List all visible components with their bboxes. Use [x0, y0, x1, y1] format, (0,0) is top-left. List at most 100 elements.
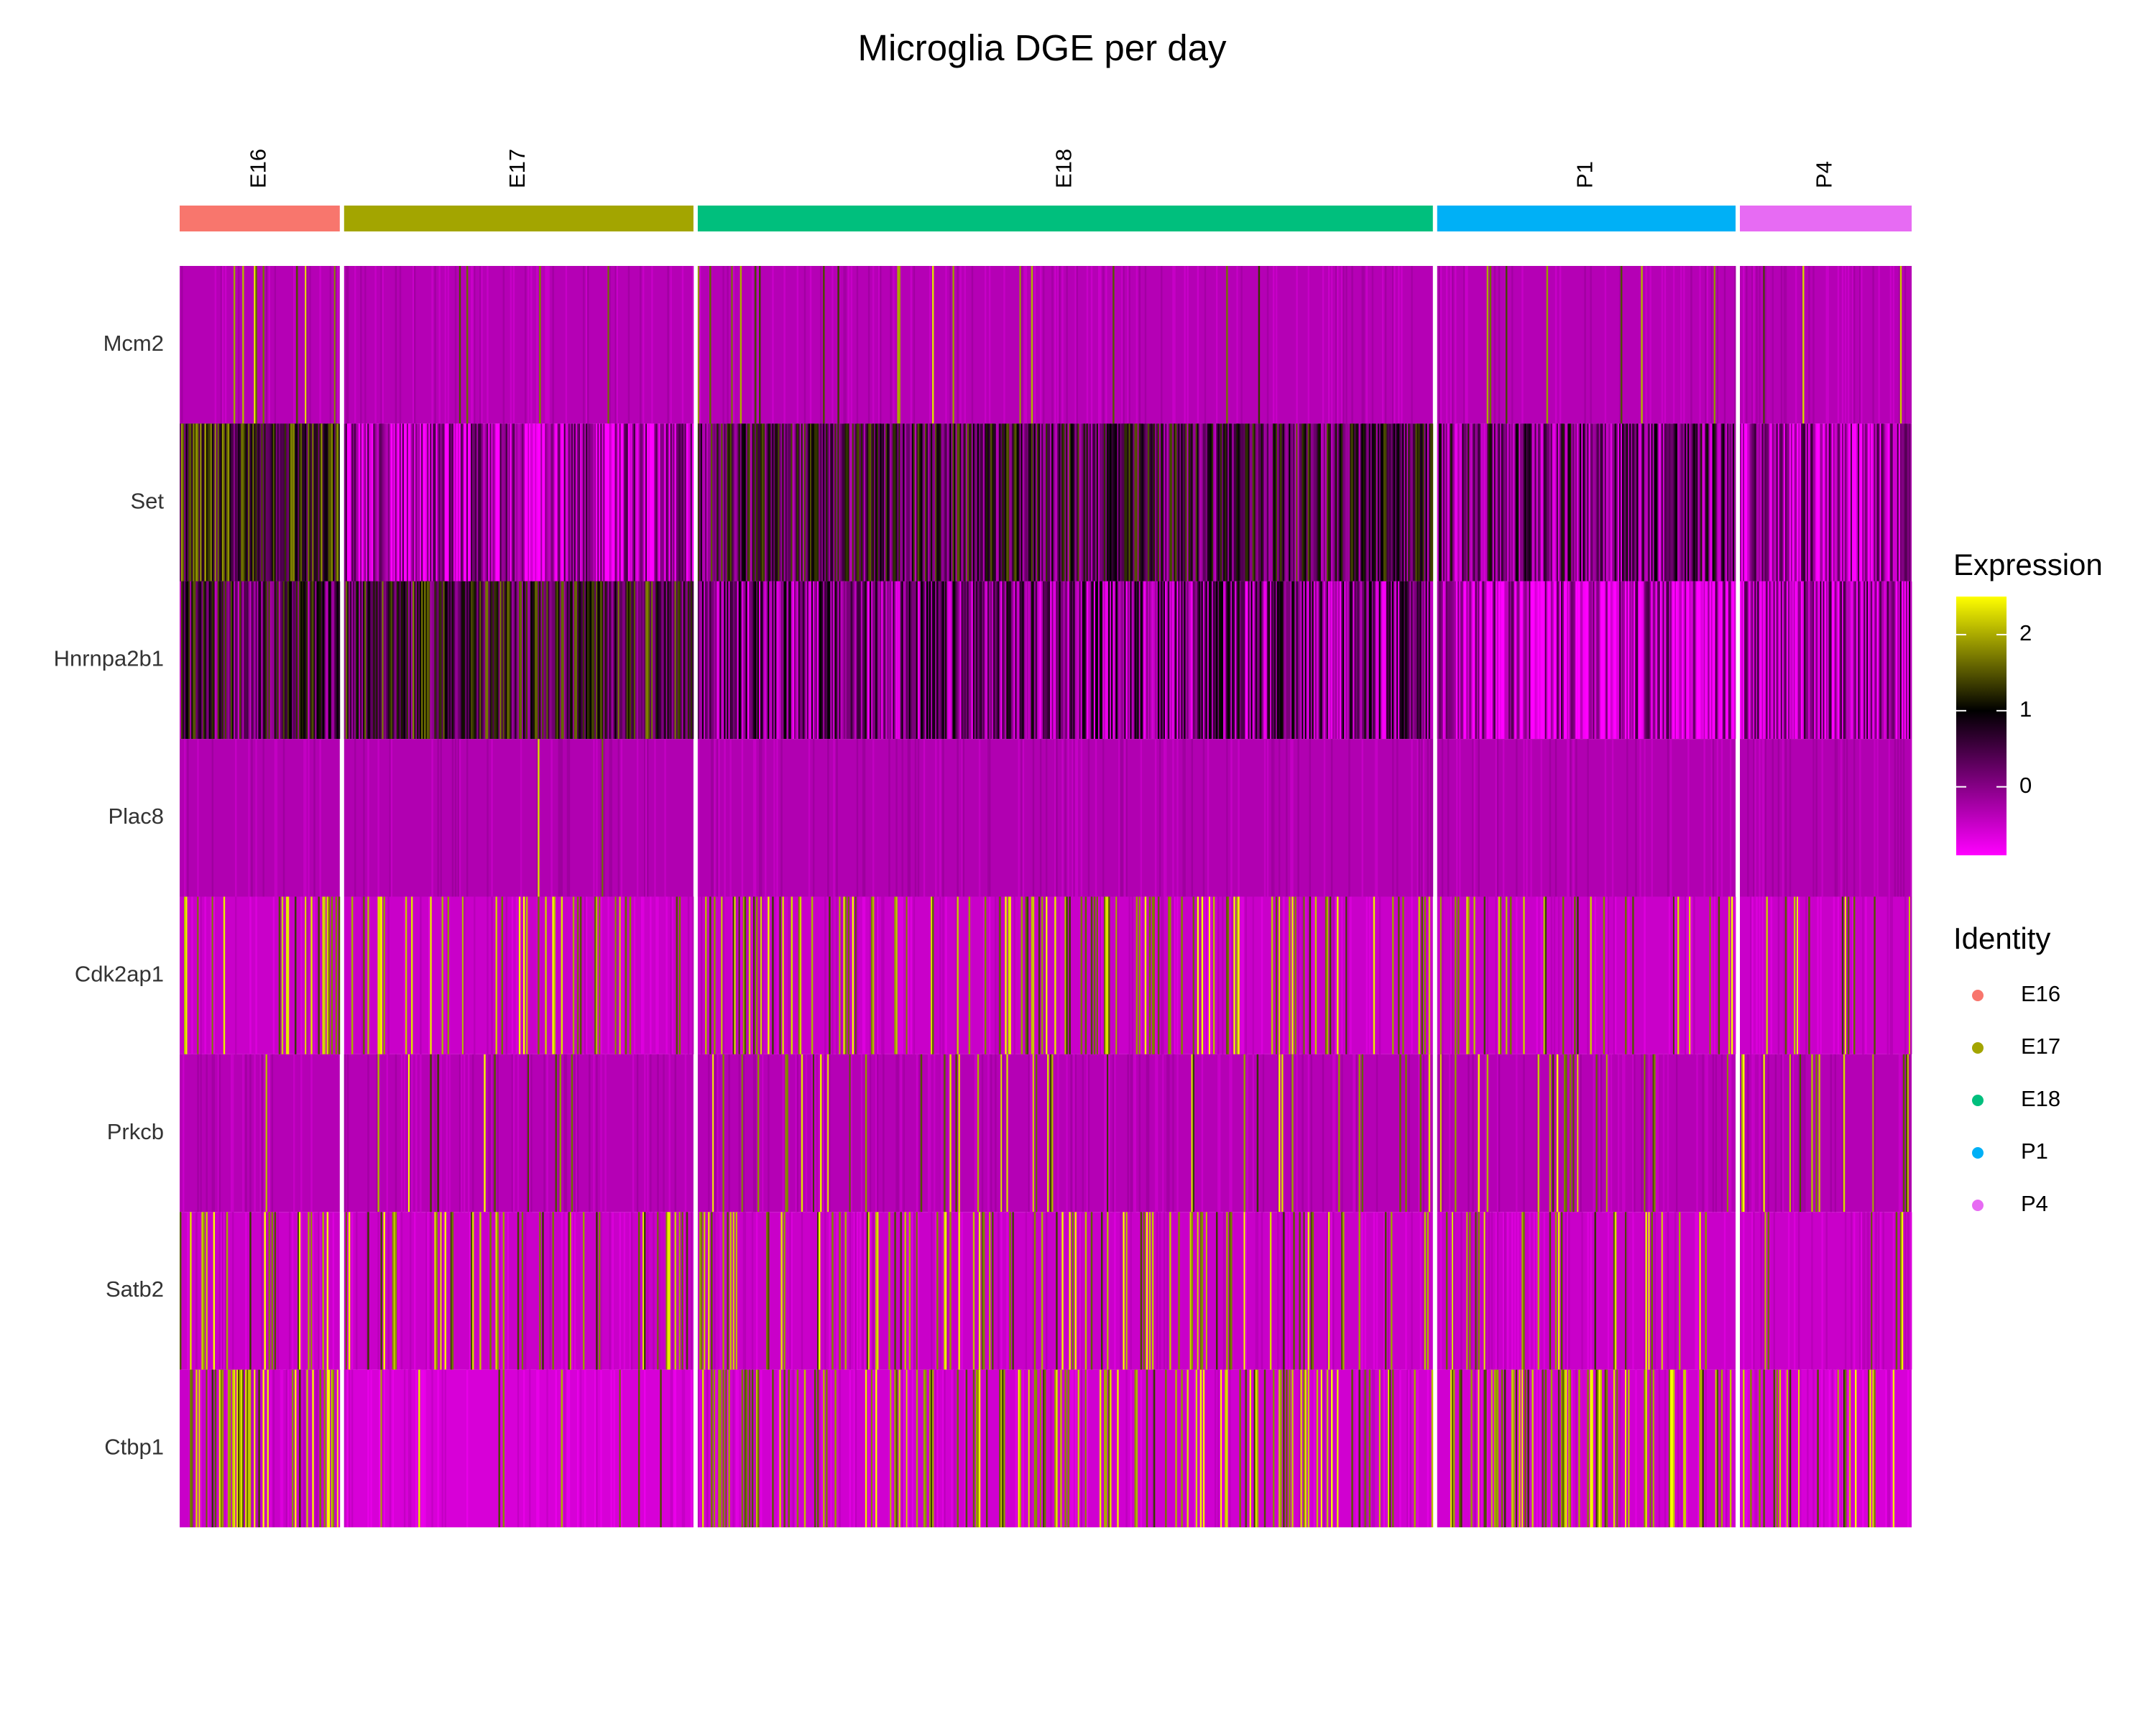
heatmap-cell: [1485, 423, 1488, 581]
heatmap-cell: [1215, 266, 1218, 424]
heatmap-cell: [540, 423, 543, 581]
heatmap-cell: [1110, 423, 1112, 581]
heatmap-cell: [809, 266, 812, 424]
heatmap-cell: [714, 896, 716, 1054]
heatmap-cell: [1035, 423, 1038, 581]
heatmap-cell: [923, 581, 926, 740]
heatmap-cell: [1025, 581, 1028, 740]
heatmap-cell: [431, 581, 433, 740]
heatmap-cell: [1659, 423, 1662, 581]
heatmap-cell: [529, 423, 531, 581]
heatmap-cell: [862, 1212, 865, 1370]
heatmap-cell: [1121, 739, 1123, 897]
heatmap-cell: [1391, 1212, 1393, 1370]
heatmap-cell: [1090, 266, 1093, 424]
heatmap-cell: [599, 896, 601, 1054]
heatmap-cell: [230, 423, 233, 581]
heatmap-cell: [1777, 896, 1780, 1054]
heatmap-cell: [900, 1054, 902, 1213]
heatmap-cell: [1869, 1369, 1871, 1527]
heatmap-cell: [1495, 423, 1498, 581]
heatmap-cell: [1131, 581, 1133, 740]
heatmap-cell: [1905, 581, 1908, 740]
heatmap-cell: [312, 1212, 314, 1370]
heatmap-cell: [891, 581, 893, 740]
heatmap-cell: [309, 423, 311, 581]
heatmap-cell: [1153, 423, 1156, 581]
heatmap-cell: [632, 1054, 635, 1213]
heatmap-cell: [1402, 896, 1404, 1054]
heatmap-cell: [1648, 1054, 1650, 1213]
heatmap-cell: [1015, 1369, 1017, 1527]
heatmap-cell: [1112, 266, 1115, 424]
heatmap-cell: [1280, 581, 1282, 740]
heatmap-cell: [1097, 581, 1100, 740]
heatmap-cell: [865, 423, 867, 581]
heatmap-cell: [677, 423, 680, 581]
heatmap-cell: [836, 896, 838, 1054]
heatmap-cell: [1238, 739, 1240, 897]
heatmap-cell: [648, 423, 650, 581]
heatmap-cell: [361, 581, 364, 740]
heatmap-cell: [1784, 896, 1787, 1054]
heatmap-cell: [1289, 1369, 1291, 1527]
heatmap-cell: [1029, 423, 1032, 581]
heatmap-cell: [478, 423, 480, 581]
heatmap-cell: [499, 581, 502, 740]
heatmap-cell: [1035, 581, 1038, 740]
heatmap-cell-block: [344, 266, 694, 424]
heatmap-cell: [754, 581, 757, 740]
heatmap-cell: [1042, 1369, 1045, 1527]
heatmap-cell: [946, 581, 949, 740]
heatmap-cell: [705, 423, 707, 581]
heatmap-cell: [450, 423, 453, 581]
heatmap-cell: [392, 1369, 395, 1527]
heatmap-cell: [1601, 423, 1604, 581]
heatmap-cell: [345, 266, 348, 424]
heatmap-cell: [1646, 423, 1649, 581]
heatmap-cell: [1347, 581, 1349, 740]
heatmap-cell: [1879, 423, 1881, 581]
heatmap-cell: [424, 581, 426, 740]
heatmap-cell: [1330, 1369, 1333, 1527]
heatmap-cell: [1146, 423, 1148, 581]
heatmap-cell: [295, 1369, 297, 1527]
heatmap-cell: [522, 1212, 525, 1370]
heatmap-cell: [908, 581, 911, 740]
heatmap-cell: [1546, 266, 1549, 424]
heatmap-cell: [1513, 581, 1515, 740]
heatmap-cell: [568, 1212, 571, 1370]
heatmap-cell: [268, 1054, 270, 1213]
heatmap-cell: [226, 1369, 229, 1527]
heatmap-cell: [926, 581, 929, 740]
heatmap-cell: [1668, 423, 1671, 581]
heatmap-cell: [1146, 1054, 1148, 1213]
heatmap-cell: [1344, 423, 1346, 581]
heatmap-cell: [1181, 1369, 1183, 1527]
heatmap-cell: [248, 1369, 250, 1527]
heatmap-cell: [1437, 423, 1439, 581]
heatmap-cell: [898, 266, 900, 424]
group-bar-layer: E16 E17 E18 P1 P4: [180, 149, 1912, 231]
heatmap-cell: [1207, 739, 1210, 897]
heatmap-cell: [768, 581, 770, 740]
heatmap-cell: [1006, 423, 1008, 581]
heatmap-cell: [427, 1212, 429, 1370]
heatmap-cell: [1404, 581, 1406, 740]
heatmap-cell: [451, 739, 454, 897]
heatmap-cell: [1256, 1369, 1259, 1527]
heatmap-cell: [1341, 423, 1343, 581]
heatmap-cell: [1489, 423, 1492, 581]
heatmap-cell: [870, 896, 873, 1054]
heatmap-cell: [530, 266, 533, 424]
heatmap-cell: [1716, 266, 1719, 424]
heatmap-cell: [1577, 581, 1579, 740]
heatmap-cell: [1096, 896, 1099, 1054]
heatmap-cell: [323, 896, 326, 1054]
heatmap-cell: [1549, 739, 1552, 897]
heatmap-cell: [820, 581, 822, 740]
heatmap-cell: [1838, 423, 1841, 581]
heatmap-cell: [901, 1369, 903, 1527]
heatmap-cell: [1102, 266, 1105, 424]
heatmap-cell: [792, 1369, 794, 1527]
